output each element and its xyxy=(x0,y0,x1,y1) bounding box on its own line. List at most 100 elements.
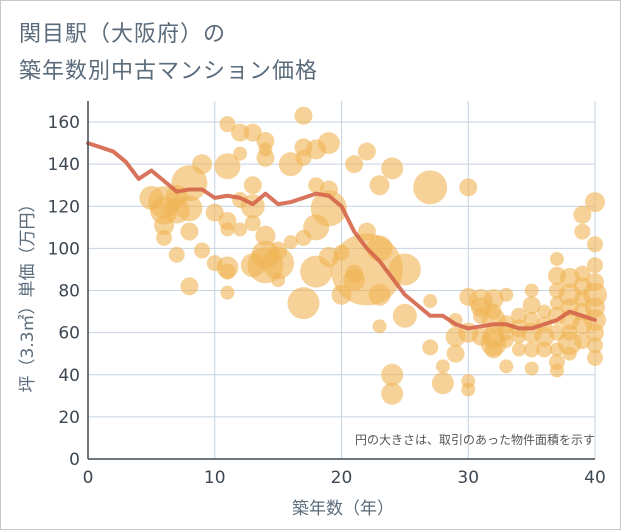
chart-title-line1: 関目駅（大阪府）の xyxy=(19,22,227,47)
data-bubble xyxy=(586,323,604,342)
data-bubble xyxy=(510,307,527,324)
bubble-layer xyxy=(139,106,607,405)
data-bubble xyxy=(233,146,248,161)
trend-line xyxy=(86,141,597,331)
data-bubble xyxy=(431,372,454,395)
data-bubble xyxy=(244,215,261,232)
y-tick-label: 100 xyxy=(48,239,80,259)
data-bubble xyxy=(499,287,514,302)
data-bubble xyxy=(536,341,553,358)
data-bubble xyxy=(562,346,577,361)
data-bubble xyxy=(388,253,421,286)
data-bubble xyxy=(587,349,603,366)
data-bubble xyxy=(331,284,352,305)
data-bubble xyxy=(368,283,391,306)
data-bubble xyxy=(381,157,404,180)
trend-line-layer xyxy=(86,141,597,331)
data-bubble xyxy=(156,229,173,246)
y-tick-label: 0 xyxy=(69,450,80,470)
data-bubble xyxy=(369,175,390,196)
data-bubble xyxy=(194,242,211,259)
data-bubble xyxy=(231,123,250,142)
data-bubble xyxy=(357,142,376,161)
x-tick-label: 40 xyxy=(584,468,606,488)
data-bubble xyxy=(392,303,417,328)
data-bubble xyxy=(154,215,175,236)
data-bubble xyxy=(283,235,298,250)
data-bubble xyxy=(317,132,340,155)
data-bubble xyxy=(435,359,450,374)
data-bubble xyxy=(587,337,603,354)
data-bubble xyxy=(233,222,248,237)
data-bubble xyxy=(574,265,591,282)
data-bubble xyxy=(523,341,540,358)
data-bubble xyxy=(422,339,439,356)
data-bubble xyxy=(372,319,387,334)
axes-layer: 0 10 20 30 40 0 20 40 60 80 100 120 140 160 xyxy=(48,101,606,488)
x-tick-label: 0 xyxy=(83,468,94,488)
y-tick-label: 20 xyxy=(58,408,80,428)
data-bubble xyxy=(333,244,350,261)
y-tick-label: 80 xyxy=(58,282,80,302)
data-bubble xyxy=(176,195,203,222)
data-bubble xyxy=(243,123,262,142)
data-bubble xyxy=(214,153,241,180)
data-bubble xyxy=(461,382,476,397)
data-bubble xyxy=(537,304,552,319)
data-bubble xyxy=(484,340,503,359)
data-bubble xyxy=(262,247,295,280)
data-bubble xyxy=(499,359,514,374)
data-bubble xyxy=(522,296,541,315)
data-bubble xyxy=(446,344,465,363)
data-bubble xyxy=(459,178,478,197)
chart-title-line2: 築年数別中古マンション価格 xyxy=(19,59,319,84)
data-bubble xyxy=(343,269,366,291)
data-bubble xyxy=(587,257,603,274)
y-tick-label: 120 xyxy=(48,197,80,217)
data-bubble xyxy=(381,382,404,405)
data-bubble xyxy=(413,170,448,205)
data-bubble xyxy=(587,236,603,253)
data-bubble xyxy=(243,176,262,195)
data-bubble xyxy=(180,277,199,296)
data-bubble xyxy=(219,116,236,133)
data-bubble xyxy=(549,251,564,266)
y-tick-label: 60 xyxy=(58,324,80,344)
x-tick-label: 10 xyxy=(204,468,226,488)
y-tick-label: 40 xyxy=(58,366,80,386)
data-bubble xyxy=(511,342,526,357)
data-bubble xyxy=(287,287,320,320)
data-bubble xyxy=(168,246,185,263)
y-tick-label: 140 xyxy=(48,155,80,175)
data-bubble xyxy=(585,192,605,213)
x-tick-label: 30 xyxy=(457,468,479,488)
data-bubble xyxy=(255,225,276,246)
x-axis-label: 築年数（年） xyxy=(292,499,394,519)
data-bubble xyxy=(310,190,347,227)
data-bubble xyxy=(271,273,286,287)
data-bubble xyxy=(573,205,592,224)
data-bubble xyxy=(256,148,275,167)
data-bubble xyxy=(381,363,404,386)
data-bubble xyxy=(294,106,313,125)
y-axis-label: 坪（3.3㎡）単価（万円） xyxy=(18,195,38,392)
data-bubble xyxy=(345,155,364,174)
x-tick-label: 20 xyxy=(331,468,353,488)
data-bubble xyxy=(220,285,235,300)
data-bubble xyxy=(205,203,224,222)
data-bubble xyxy=(219,263,236,280)
data-bubble xyxy=(574,333,591,350)
data-bubble xyxy=(220,222,235,237)
data-bubble xyxy=(483,288,504,309)
data-bubble xyxy=(423,294,438,309)
data-bubble xyxy=(524,361,539,376)
data-bubble xyxy=(549,363,564,378)
y-tick-label: 160 xyxy=(48,113,80,133)
data-bubble xyxy=(499,334,514,349)
data-bubble xyxy=(180,222,199,241)
size-annotation: 円の大きさは、取引のあった物件面積を示す xyxy=(355,432,595,447)
data-bubble xyxy=(240,253,265,278)
data-bubble xyxy=(524,283,539,298)
